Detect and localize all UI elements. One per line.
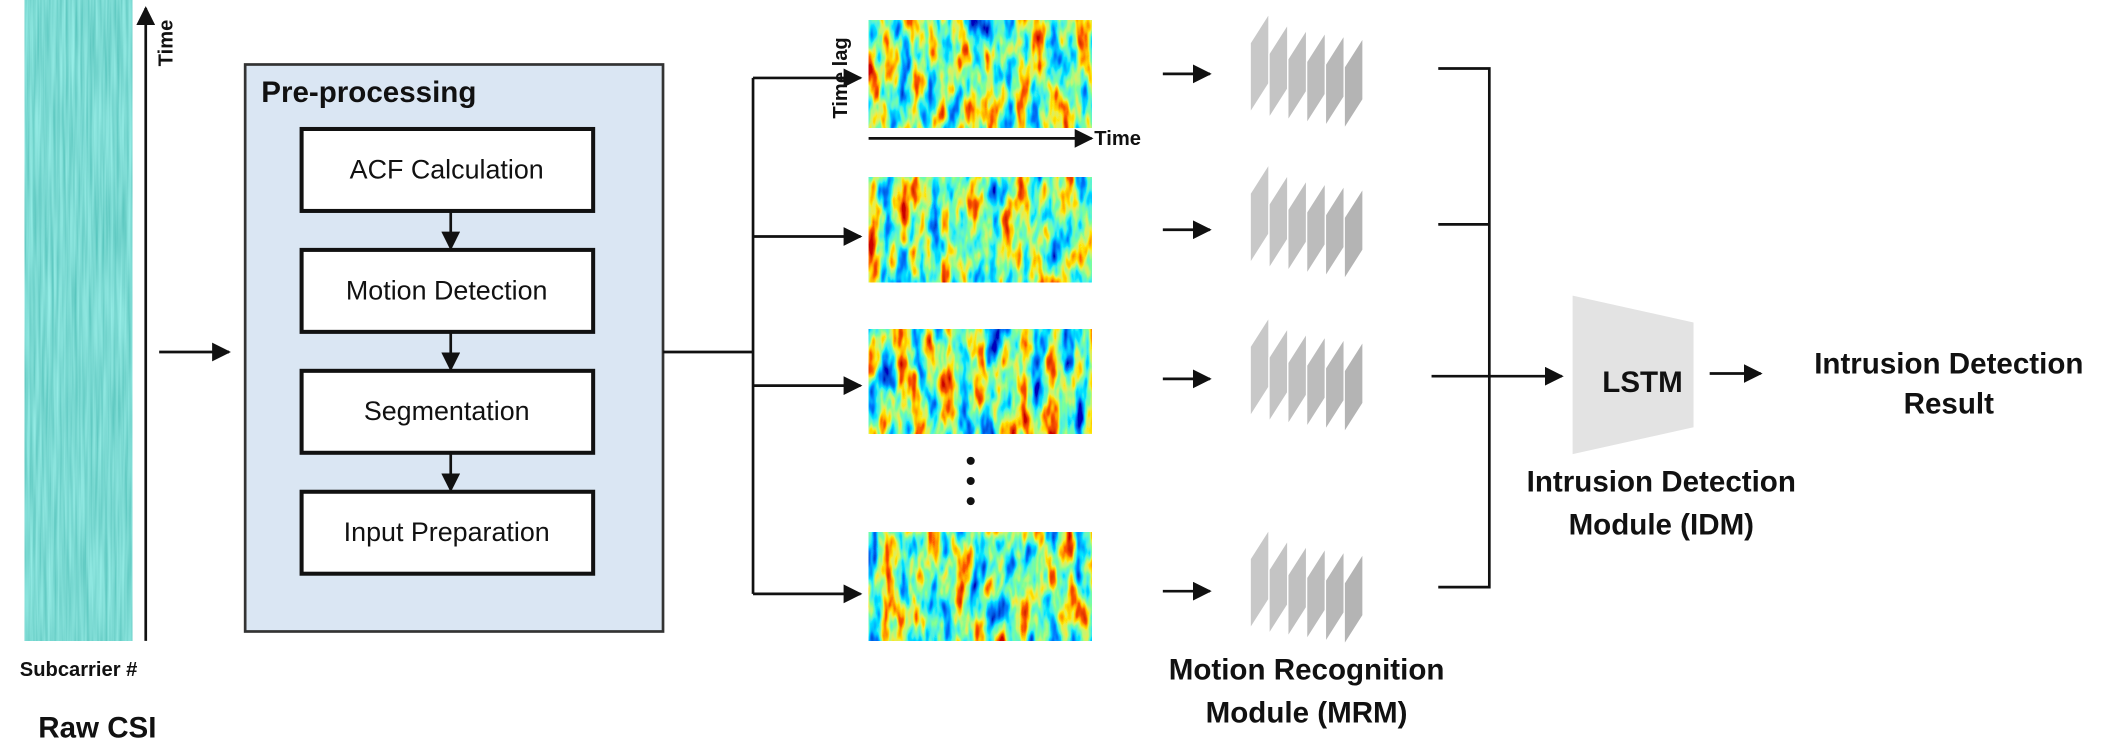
connector — [663, 77, 755, 594]
cnn-icon — [1249, 163, 1364, 281]
mrm-label: Motion Recognition — [1169, 654, 1445, 687]
idm-label: Module (IDM) — [1569, 508, 1754, 541]
subcarrier-label: Subcarrier # — [20, 659, 138, 681]
result-label: Intrusion Detection — [1814, 347, 2083, 380]
result-label: Result — [1904, 388, 1994, 421]
step-label: Motion Detection — [346, 275, 548, 305]
cnn-icon — [1249, 12, 1364, 130]
heatmap — [868, 20, 1092, 128]
step-label: ACF Calculation — [350, 154, 544, 184]
dot — [966, 456, 975, 465]
preprocessing-title: Pre-processing — [261, 76, 476, 109]
steps: ACF Calculation Motion Detection Segmentat… — [299, 126, 596, 576]
step-label: Input Preparation — [344, 517, 550, 547]
step-box — [299, 126, 596, 213]
raw-csi-title: Raw CSI — [38, 711, 156, 743]
lstm-label: LSTM — [1602, 366, 1682, 399]
dot — [966, 497, 975, 506]
cnn-icon — [1249, 528, 1364, 646]
step-box — [299, 489, 596, 576]
heatmap — [868, 177, 1092, 283]
heatmap-x-label: Time — [1094, 128, 1141, 150]
bracket — [1438, 67, 1491, 589]
lstm-block — [1572, 295, 1694, 455]
step-box — [299, 247, 596, 334]
step-label: Segmentation — [364, 396, 530, 426]
heatmap — [868, 329, 1092, 434]
raw-csi-image — [24, 0, 133, 641]
time-label: Time — [156, 20, 178, 67]
heatmap-y-label: Time lag — [830, 37, 852, 118]
cnn-icon — [1249, 316, 1364, 434]
step-box — [299, 368, 596, 455]
idm-label: Intrusion Detection — [1527, 466, 1796, 499]
mrm-label: Module (MRM) — [1206, 697, 1408, 730]
heatmap — [868, 532, 1092, 641]
dot — [966, 476, 975, 486]
